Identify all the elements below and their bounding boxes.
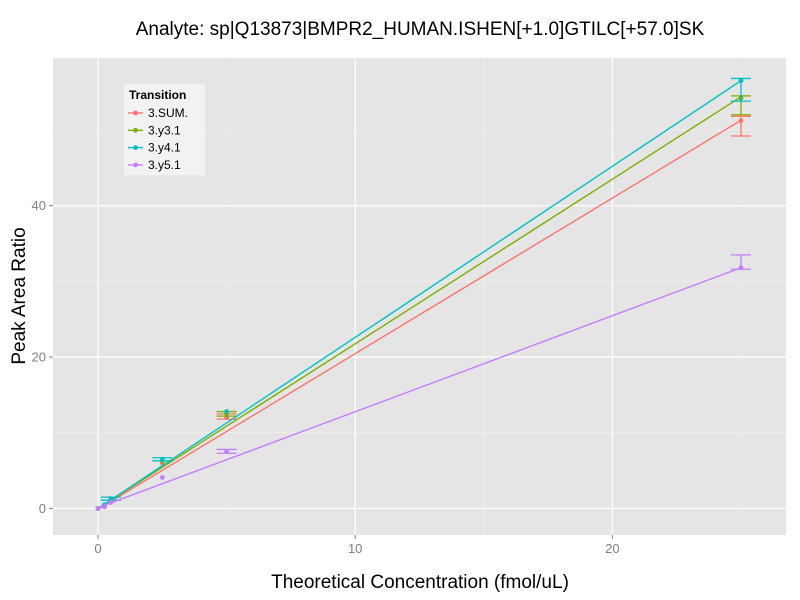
fit-line: [97, 96, 742, 510]
legend-key-point: [133, 162, 138, 168]
x-tick-label: 20: [605, 541, 619, 556]
series-3.y5.1: [95, 254, 751, 511]
data-point: [738, 78, 744, 84]
legend-key-point: [133, 110, 138, 116]
data-point: [159, 456, 165, 462]
x-tick-label: 10: [348, 541, 362, 556]
data-point: [224, 449, 230, 455]
x-axis-title: Theoretical Concentration (fmol/uL): [271, 572, 569, 593]
legend-key-point: [133, 145, 138, 151]
legend-key-point: [133, 127, 138, 133]
y-tick-label: 20: [32, 350, 46, 365]
x-tick-label: 0: [94, 541, 101, 556]
legend-title: Transition: [129, 88, 186, 102]
data-point: [108, 496, 114, 502]
data-point: [738, 118, 744, 124]
chart-title: Analyte: sp|Q13873|BMPR2_HUMAN.ISHEN[+1.…: [136, 19, 705, 40]
legend-label-3.y3.1: 3.y3.1: [148, 123, 181, 137]
data-point: [102, 504, 107, 510]
fit-line: [97, 80, 742, 510]
legend-label-3.y4.1: 3.y4.1: [148, 141, 181, 155]
data-point: [95, 506, 101, 511]
x-axis: 0 10 20: [94, 535, 620, 556]
y-axis-title: Peak Area Ratio: [9, 227, 30, 364]
data-point: [159, 475, 165, 480]
fit-line: [97, 119, 742, 510]
fit-line: [97, 267, 742, 509]
y-tick-label: 0: [39, 501, 46, 516]
legend-label-3.SUM.: 3.SUM.: [148, 106, 188, 120]
legend-label-3.y5.1: 3.y5.1: [148, 158, 181, 172]
legend: Transition 3.SUM. 3.y3.1 3.y4.1 3.y5.1: [124, 84, 205, 176]
y-axis: 0 20 40: [32, 198, 53, 516]
y-tick-label: 40: [32, 198, 46, 213]
data-point: [738, 265, 744, 271]
data-point: [108, 500, 114, 505]
data-point: [224, 409, 230, 414]
